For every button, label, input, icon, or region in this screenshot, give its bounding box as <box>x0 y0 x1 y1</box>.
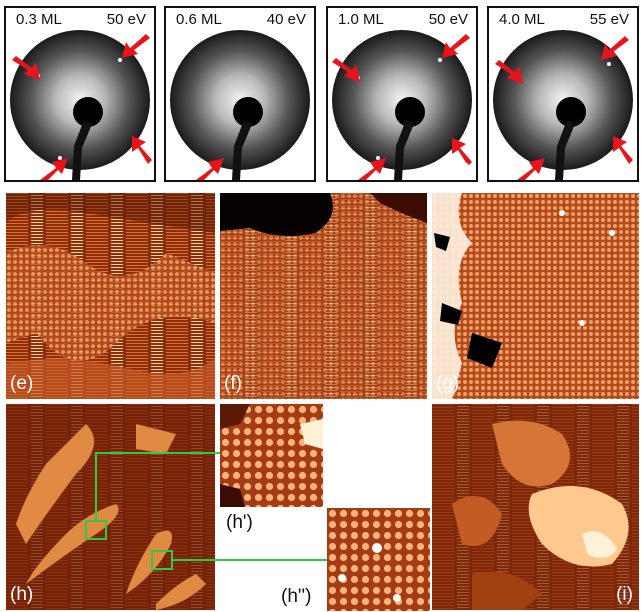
arrow-icon <box>332 34 472 180</box>
stm-image-f: (f) <box>220 193 427 399</box>
energy-label: 55 eV <box>589 11 629 28</box>
coverage-label: 0.6 ML <box>176 11 222 28</box>
arrow-icon <box>495 36 633 180</box>
leed-panel-d: 4.0 ML 55 eV (d) <box>487 6 639 182</box>
stm-topography <box>327 508 430 611</box>
arrow-icon <box>196 158 224 180</box>
stm-image-g: (g) <box>432 193 639 399</box>
panel-label: (b) <box>290 160 308 176</box>
inset-marker-h-prime <box>85 520 107 540</box>
panel-label: (c) <box>452 160 470 176</box>
arrow-icon <box>12 34 152 180</box>
stm-topography <box>220 193 427 399</box>
leed-panel-b: 0.6 ML 40 eV (b) <box>164 6 316 182</box>
panel-label: (h) <box>10 584 34 605</box>
panel-label: (h'') <box>281 586 312 607</box>
panel-label: (h') <box>226 512 253 533</box>
panel-label: (d) <box>613 160 631 176</box>
stm-topography <box>220 404 323 507</box>
stm-topography <box>432 193 639 399</box>
panel-label: (a) <box>130 160 148 176</box>
coverage-label: 0.3 ML <box>16 11 62 28</box>
energy-label: 50 eV <box>428 11 468 28</box>
leed-panel-c: 1.0 ML 50 eV (c) <box>326 6 478 182</box>
coverage-label: 4.0 ML <box>499 11 545 28</box>
stm-topography <box>432 404 639 610</box>
leed-pattern <box>10 30 152 180</box>
coverage-label: 1.0 ML <box>338 11 384 28</box>
leed-panel-a: 0.3 ML 50 eV (a) <box>4 6 156 182</box>
energy-label: 50 eV <box>106 11 146 28</box>
stm-topography <box>6 404 215 610</box>
stm-topography <box>6 193 215 399</box>
connector-line <box>95 452 220 454</box>
inset-marker-h-double-prime <box>151 550 173 570</box>
stm-image-h: (h) <box>6 404 215 610</box>
connector-line <box>173 559 327 561</box>
leed-pattern <box>170 30 310 180</box>
panel-label: (i) <box>616 584 633 605</box>
leed-pattern <box>493 30 633 180</box>
panel-label: (g) <box>436 373 460 394</box>
stm-image-e: (e) <box>6 193 215 399</box>
stm-inset-h-double-prime <box>327 508 430 611</box>
panel-label: (e) <box>10 373 34 394</box>
stm-image-i: (i) <box>432 404 639 610</box>
panel-label: (f) <box>224 373 242 394</box>
connector-line <box>95 452 97 520</box>
leed-pattern <box>332 30 472 180</box>
energy-label: 40 eV <box>266 11 306 28</box>
stm-inset-h-prime <box>220 404 323 507</box>
